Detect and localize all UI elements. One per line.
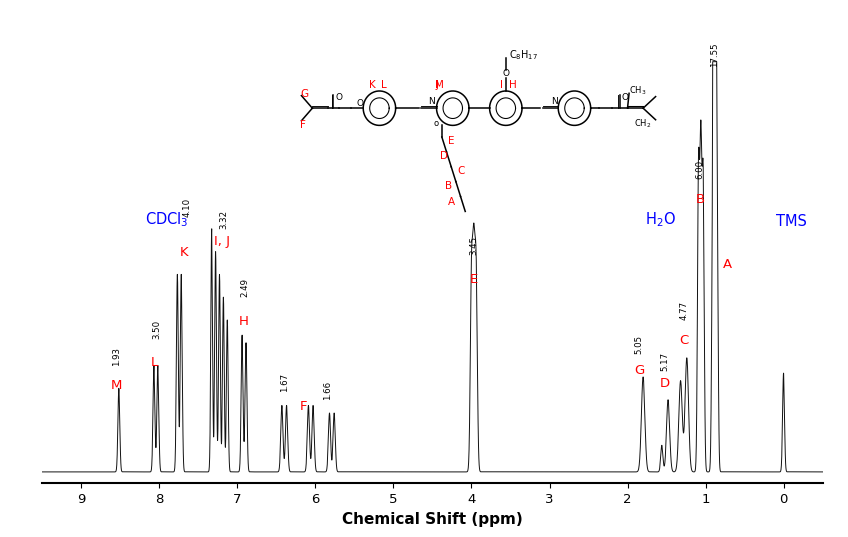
Text: B: B <box>695 193 705 206</box>
Text: 1.66: 1.66 <box>322 381 332 400</box>
Text: CDCl$_3$: CDCl$_3$ <box>146 210 189 229</box>
Text: H$_2$O: H$_2$O <box>644 210 676 229</box>
Text: 4.77: 4.77 <box>679 301 689 320</box>
Text: H: H <box>239 315 248 328</box>
Text: D: D <box>660 377 670 390</box>
Text: F: F <box>300 400 308 413</box>
Text: G: G <box>634 364 644 377</box>
Text: L: L <box>151 357 159 369</box>
Text: E: E <box>470 273 478 286</box>
Text: 3.45: 3.45 <box>469 236 478 256</box>
Text: TMS: TMS <box>776 214 806 229</box>
Text: 17.55: 17.55 <box>710 43 718 67</box>
Text: 2.49: 2.49 <box>241 278 250 297</box>
Text: 4.10: 4.10 <box>182 198 192 217</box>
Text: 6.00: 6.00 <box>695 161 705 179</box>
Text: 1.93: 1.93 <box>112 346 121 366</box>
Text: 5.17: 5.17 <box>661 352 669 371</box>
Text: M: M <box>111 379 122 392</box>
Text: 3.50: 3.50 <box>153 320 162 339</box>
Text: C: C <box>679 333 689 346</box>
Text: 1.67: 1.67 <box>280 373 289 392</box>
Text: I, J: I, J <box>214 235 230 248</box>
X-axis label: Chemical Shift (ppm): Chemical Shift (ppm) <box>342 512 523 527</box>
Text: 3.32: 3.32 <box>219 209 228 229</box>
Text: A: A <box>722 258 732 271</box>
Text: 5.05: 5.05 <box>634 335 644 354</box>
Text: K: K <box>180 246 189 259</box>
